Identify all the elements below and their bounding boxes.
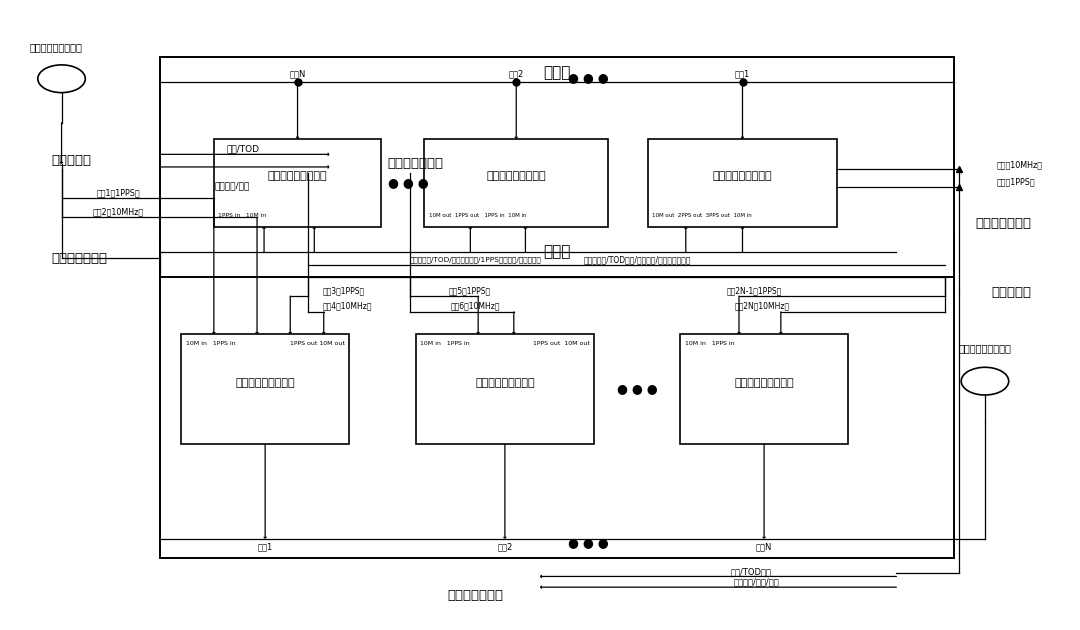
Text: 1PPS out 10M out: 1PPS out 10M out — [289, 341, 345, 347]
Text: 导航天线（隧道外）: 导航天线（隧道外） — [30, 42, 82, 52]
Text: ● ● ●: ● ● ● — [568, 71, 609, 84]
Text: 星历/TOD: 星历/TOD — [227, 145, 259, 154]
Text: 10M out  1PPS out   1PPS in  10M in: 10M out 1PPS out 1PPS in 10M in — [429, 213, 526, 218]
Text: 光纤4（10MHz）: 光纤4（10MHz） — [323, 302, 373, 311]
Bar — [160, 236, 954, 558]
Text: 1PPS out  10M out: 1PPS out 10M out — [532, 341, 590, 347]
Text: 授时接收机: 授时接收机 — [52, 154, 92, 167]
Text: 火车速度/距离/坐标: 火车速度/距离/坐标 — [733, 578, 779, 587]
Bar — [416, 334, 594, 444]
Text: 光纤（1PPS）: 光纤（1PPS） — [997, 178, 1036, 186]
Bar — [424, 139, 608, 227]
Text: 光纤6（10MHz）: 光纤6（10MHz） — [450, 302, 500, 311]
Text: 隧道内: 隧道内 — [543, 65, 570, 80]
Text: 光纤（星历/TOD/仿真起始时刻/1PPS时延修正/火车轨迹）: 光纤（星历/TOD/仿真起始时刻/1PPS时延修正/火车轨迹） — [409, 256, 541, 263]
Text: 光纤2N（10MHz）: 光纤2N（10MHz） — [734, 302, 791, 311]
Text: 光纤3（1PPS）: 光纤3（1PPS） — [322, 286, 365, 295]
Text: 雷达测速测距仪: 雷达测速测距仪 — [975, 217, 1031, 230]
Text: 授时接收机: 授时接收机 — [991, 287, 1031, 299]
Text: 馈线N: 馈线N — [289, 70, 306, 79]
Text: 光纤5（1PPS）: 光纤5（1PPS） — [448, 286, 491, 295]
Text: 光纤2（10MHz）: 光纤2（10MHz） — [92, 207, 144, 216]
Text: 火车速度/距离: 火车速度/距离 — [215, 181, 249, 190]
Text: 光纤（10MHz）: 光纤（10MHz） — [997, 160, 1043, 169]
Text: 10M out  2PPS out  3PPS out  10M in: 10M out 2PPS out 3PPS out 10M in — [652, 213, 752, 218]
Bar — [160, 57, 954, 277]
Text: 真实卫星信号模拟器: 真实卫星信号模拟器 — [734, 378, 794, 387]
Text: ● ● ●: ● ● ● — [617, 382, 658, 396]
Text: 馈线2: 馈线2 — [509, 70, 524, 79]
Text: 光纤（星历/TOD时间/火车轨迹/仿真起始时刻）: 光纤（星历/TOD时间/火车轨迹/仿真起始时刻） — [583, 255, 691, 264]
Text: 真实卫星信号模拟器: 真实卫星信号模拟器 — [713, 171, 772, 181]
Text: 1PPS in   10M in: 1PPS in 10M in — [218, 213, 267, 218]
Text: 真实卫星信号模拟器: 真实卫星信号模拟器 — [268, 171, 327, 181]
Bar — [214, 139, 381, 227]
Text: 10M in   1PPS in: 10M in 1PPS in — [186, 341, 235, 347]
Bar — [648, 139, 837, 227]
Text: 隧道内: 隧道内 — [543, 244, 570, 260]
Text: ● ● ●: ● ● ● — [388, 176, 429, 189]
Text: 真实卫星信号模拟器: 真实卫星信号模拟器 — [475, 378, 535, 387]
Text: 雷达测速测距仪: 雷达测速测距仪 — [52, 252, 108, 265]
Bar — [680, 334, 848, 444]
Text: 馈线N: 馈线N — [756, 542, 772, 551]
Text: 10M in   1PPS in: 10M in 1PPS in — [420, 341, 470, 347]
Text: 导航天线（隧道外）: 导航天线（隧道外） — [959, 343, 1011, 353]
Text: 10M in   1PPS in: 10M in 1PPS in — [685, 341, 734, 347]
Text: 馈线1: 馈线1 — [257, 542, 273, 551]
Text: 光纤2N-1（1PPS）: 光纤2N-1（1PPS） — [726, 286, 782, 295]
Text: ● ● ●: ● ● ● — [568, 537, 609, 549]
Text: 综合控制分系统: 综合控制分系统 — [447, 589, 503, 602]
Bar — [181, 334, 349, 444]
Text: 真实卫星信号模拟器: 真实卫星信号模拟器 — [235, 378, 295, 387]
Text: 真实卫星信号模拟器: 真实卫星信号模拟器 — [486, 171, 546, 181]
Text: 星历/TOD时间: 星历/TOD时间 — [730, 567, 771, 576]
Text: 馈线1: 馈线1 — [734, 70, 751, 79]
Text: 综合控制分系统: 综合控制分系统 — [388, 158, 444, 170]
Text: 光纤1（1PPS）: 光纤1（1PPS） — [97, 188, 140, 197]
Text: 馈线2: 馈线2 — [497, 542, 513, 551]
